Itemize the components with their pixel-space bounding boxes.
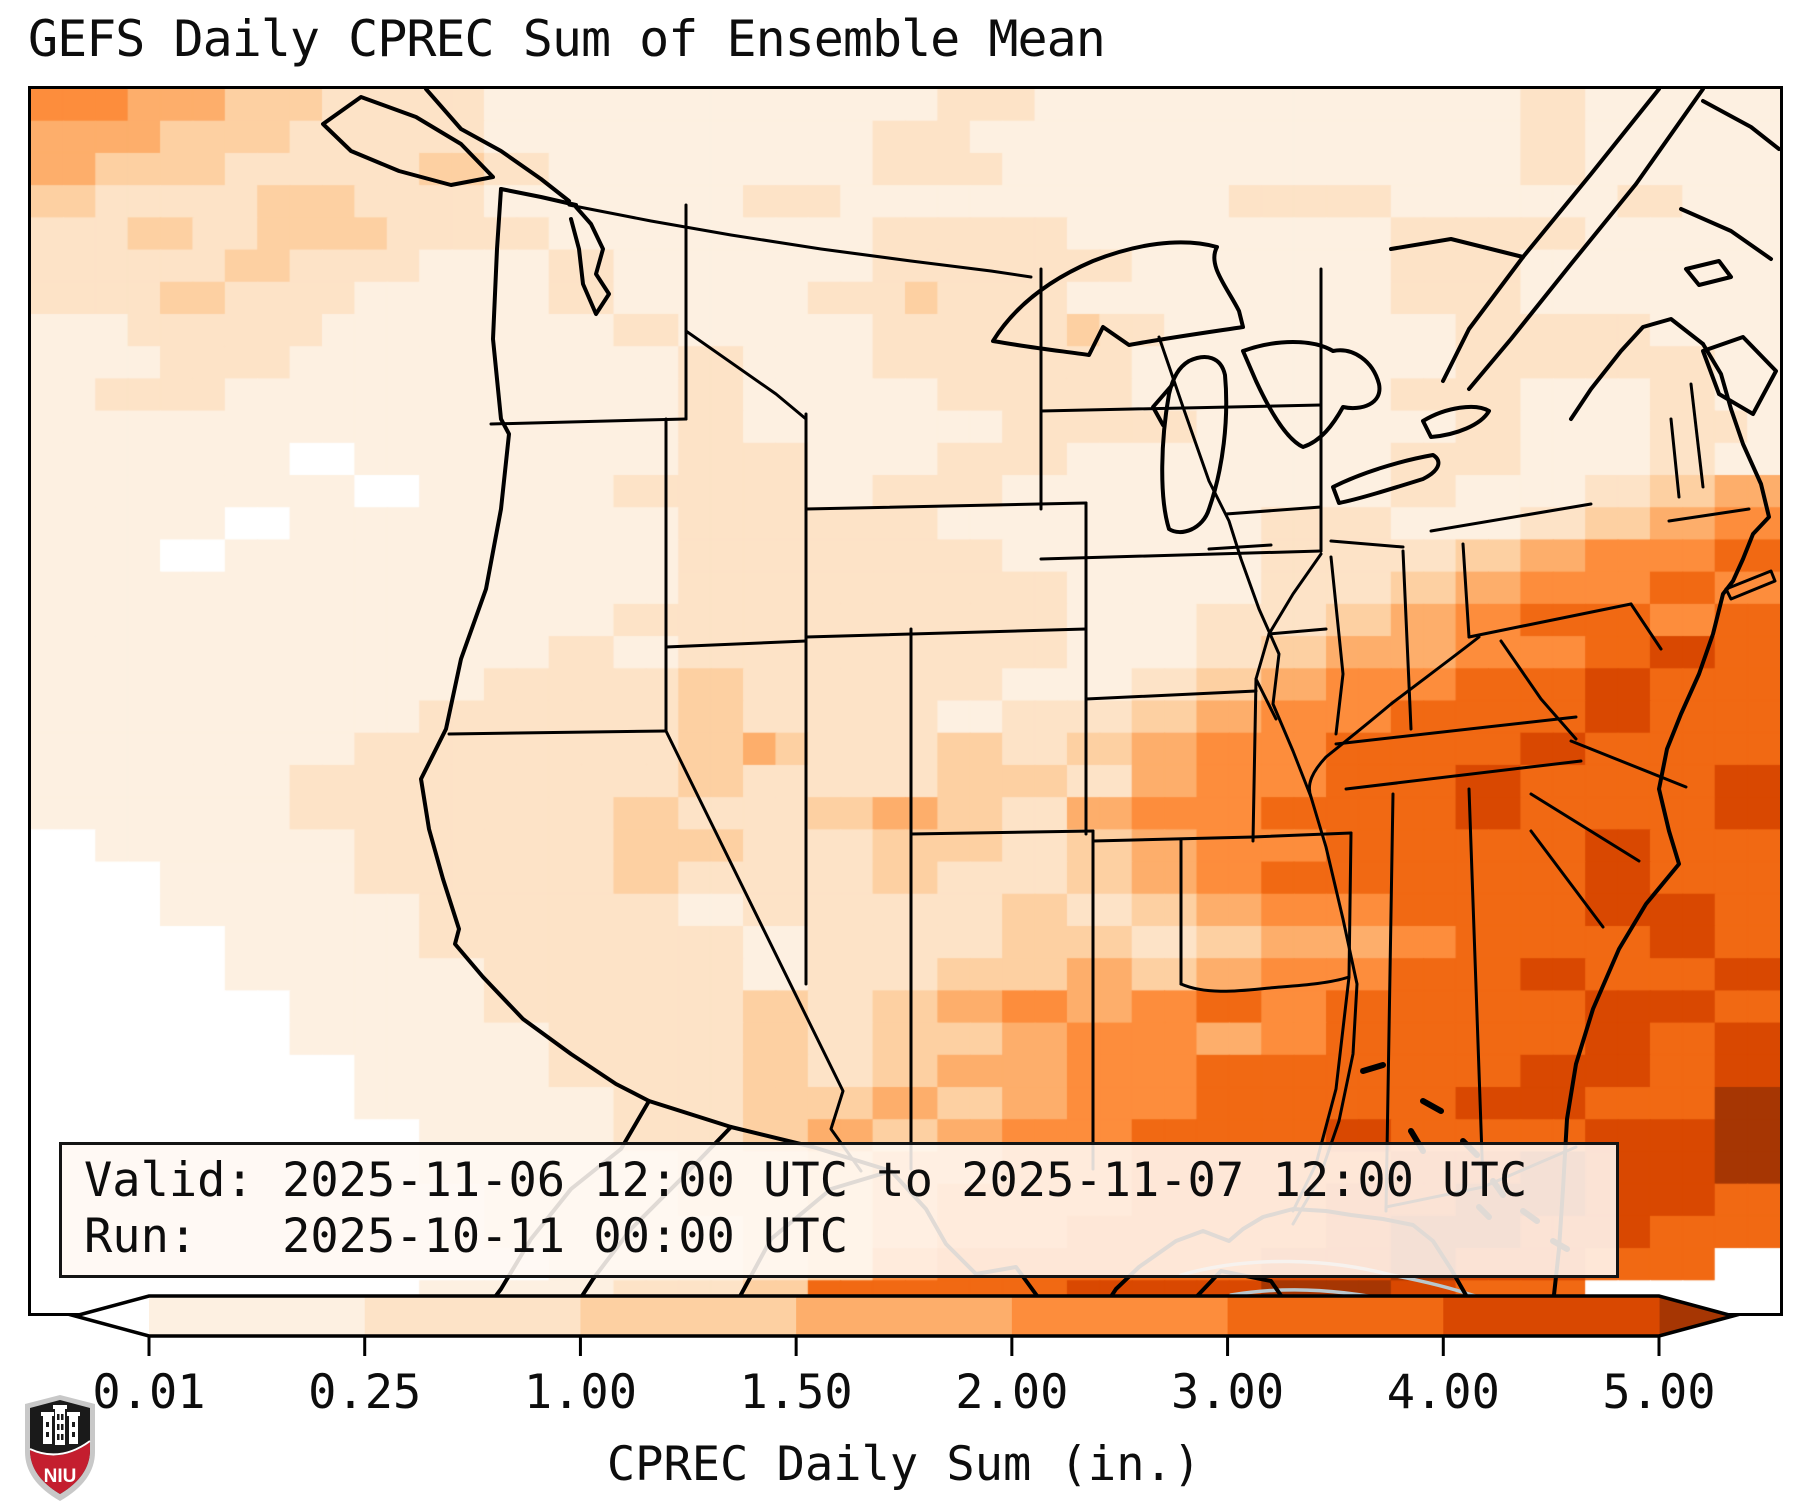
precipitation-heatmap bbox=[31, 89, 1780, 1313]
colorbar-tick-label: 4.00 bbox=[1387, 1365, 1500, 1420]
map-panel: Valid: 2025-11-06 12:00 UTC to 2025-11-0… bbox=[28, 86, 1783, 1316]
colorbar-segment bbox=[1011, 1296, 1229, 1336]
colorbar-segment bbox=[796, 1296, 1013, 1336]
logo-castle-windows bbox=[46, 1414, 75, 1440]
colorbar-segment bbox=[149, 1296, 366, 1336]
colorbar-under-arrow bbox=[75, 1296, 149, 1336]
colorbar-tick-label: 0.25 bbox=[308, 1365, 421, 1420]
long-island bbox=[1724, 569, 1777, 601]
valid-time-text: Valid: 2025-11-06 12:00 UTC to 2025-11-0… bbox=[84, 1153, 1528, 1208]
colorbar-segment bbox=[1443, 1296, 1660, 1336]
colorbar: 0.01 0.25 1.00 1.50 2.00 3.00 4.00 5.00 bbox=[68, 1294, 1740, 1420]
colorbar-segment bbox=[364, 1296, 582, 1336]
run-time-text: Run: 2025-10-11 00:00 UTC bbox=[84, 1209, 849, 1264]
colorbar-over-arrow bbox=[1659, 1296, 1733, 1336]
niu-logo: NIU bbox=[25, 1395, 95, 1501]
colorbar-tick-label: 0.01 bbox=[92, 1365, 205, 1420]
state-borders bbox=[447, 203, 1751, 1226]
logo-niu-text: NIU bbox=[44, 1466, 77, 1487]
logo-shield-red bbox=[30, 1442, 90, 1494]
colorbar-tick-label: 1.50 bbox=[740, 1365, 853, 1420]
logo-divider-line bbox=[29, 1440, 91, 1456]
logo-castle-icon bbox=[41, 1405, 80, 1445]
pacific-northwest-coast bbox=[321, 89, 611, 316]
canada-border bbox=[567, 203, 1033, 279]
page-title: GEFS Daily CPREC Sum of Ensemble Mean bbox=[28, 10, 1106, 68]
st-lawrence-maritimes bbox=[1389, 89, 1780, 421]
great-lakes bbox=[991, 240, 1491, 535]
colorbar-tick-label: 5.00 bbox=[1602, 1365, 1715, 1420]
colorbar-segment bbox=[580, 1296, 797, 1336]
colorbar-tick-label: 2.00 bbox=[955, 1365, 1068, 1420]
colorbar-axis-label: CPREC Daily Sum (in.) bbox=[606, 1437, 1202, 1492]
valid-run-info-box: Valid: 2025-11-06 12:00 UTC to 2025-11-0… bbox=[59, 1142, 1619, 1278]
colorbar-segment bbox=[1227, 1296, 1444, 1336]
geography-overlay bbox=[321, 89, 1780, 1313]
colorbar-tick-label: 1.00 bbox=[524, 1365, 637, 1420]
colorbar-tick-label: 3.00 bbox=[1171, 1365, 1284, 1420]
